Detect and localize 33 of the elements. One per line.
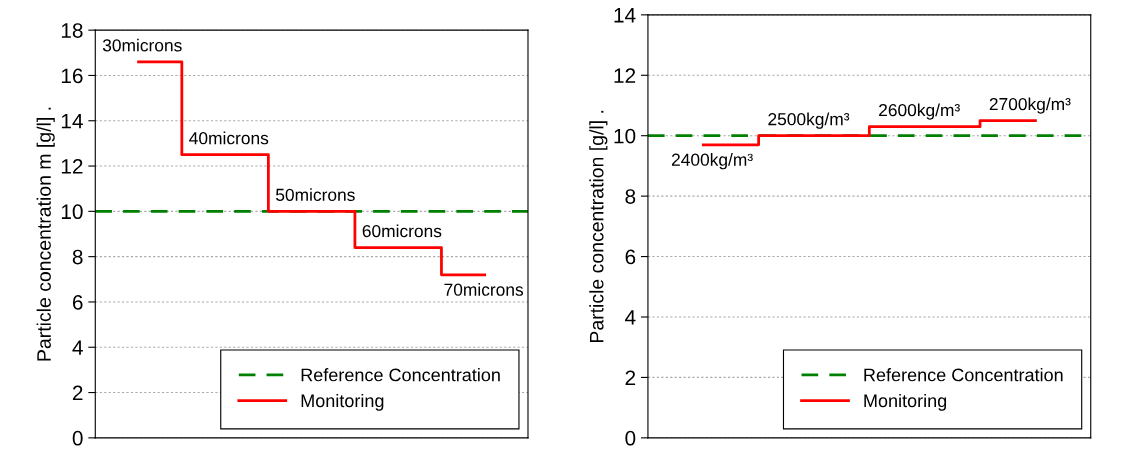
- annotation: 50microns: [275, 188, 355, 201]
- annotation: 2500kg/m³: [768, 112, 850, 129]
- annotation: 60microns: [362, 224, 442, 238]
- y-tick-label: 14: [614, 8, 636, 23]
- annotation: 2700kg/m³: [989, 97, 1071, 114]
- y-tick-label: 2: [72, 385, 83, 401]
- y-tick-label: 0: [72, 430, 83, 446]
- y-tick-label: 6: [72, 294, 83, 310]
- y-tick-label: 8: [625, 189, 636, 204]
- legend-label: Monitoring: [301, 393, 384, 411]
- legend-label: Monitoring: [864, 393, 947, 411]
- y-tick-label: 8: [72, 249, 83, 265]
- annotation: 30microns: [102, 38, 182, 52]
- legend-label: Reference Concentration: [864, 368, 1063, 382]
- annotation: 40microns: [189, 131, 269, 145]
- annotation: 70microns: [444, 283, 524, 296]
- y-tick-label: 12: [61, 159, 83, 174]
- y-tick-label: 14: [61, 113, 83, 129]
- annotation: 2400kg/m³: [671, 153, 753, 170]
- y-tick-label: 6: [625, 249, 636, 265]
- annotation: 2600kg/m³: [879, 103, 960, 120]
- y-tick-label: 10: [614, 128, 636, 144]
- y-tick-label: 18: [61, 23, 83, 38]
- y-tick-label: 4: [625, 310, 636, 325]
- y-tick-label: 0: [625, 430, 636, 446]
- y-tick-label: 16: [61, 68, 83, 84]
- y-tick-label: 4: [72, 340, 83, 355]
- legend-label: Reference Concentration: [301, 368, 500, 382]
- y-tick-label: 12: [614, 68, 636, 83]
- y-axis-title: Particle concentration m [g/l] .: [36, 107, 55, 361]
- y-axis-title: Particle concentration [g/l] .: [589, 110, 608, 343]
- y-tick-label: 2: [625, 370, 636, 385]
- y-tick-label: 10: [61, 204, 83, 220]
